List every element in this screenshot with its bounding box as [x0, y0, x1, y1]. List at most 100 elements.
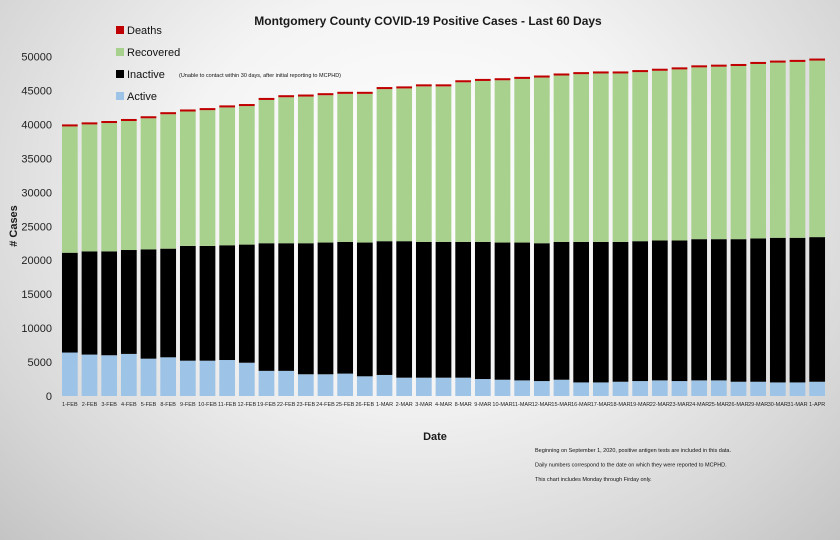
bar-recovered: [553, 75, 570, 242]
bar-deaths: [809, 58, 826, 61]
x-tick-label: 1-FEB: [62, 402, 78, 408]
bars: [61, 58, 826, 396]
bar-deaths: [61, 124, 78, 127]
x-tick-label: 5-FEB: [141, 402, 157, 408]
bar-active: [337, 373, 354, 396]
x-tick-label: 25-MAR: [709, 402, 729, 408]
legend-swatch-recovered: [116, 48, 124, 56]
bar-recovered: [455, 82, 472, 242]
bar-deaths: [671, 67, 688, 70]
bar-inactive: [219, 245, 236, 361]
x-axis-title: Date: [423, 431, 447, 443]
bar-deaths: [494, 78, 511, 81]
bar-deaths: [219, 105, 236, 108]
x-tick-label: 26-MAR: [728, 402, 748, 408]
bar-deaths: [120, 118, 137, 122]
x-tick-label: 24-MAR: [689, 402, 709, 408]
bar-recovered: [691, 67, 708, 240]
bar-deaths: [632, 70, 649, 73]
bar-recovered: [789, 61, 806, 238]
bar-recovered: [337, 93, 354, 242]
y-axis: 0 5000 10000 15000 20000 25000 30000 35000 40000…: [21, 52, 52, 404]
bar-inactive: [710, 239, 727, 381]
bar-active: [632, 381, 649, 396]
bar-inactive: [140, 249, 157, 359]
bar-inactive: [120, 250, 137, 354]
x-tick-label: 23-MAR: [669, 402, 689, 408]
x-tick-label: 3-MAR: [415, 402, 432, 408]
legend-label-inactive: Inactive: [127, 69, 165, 81]
bar-inactive: [61, 252, 78, 353]
legend-label-recovered: Recovered: [127, 47, 180, 59]
bar-deaths: [553, 73, 570, 76]
chart-title: Montgomery County COVID-19 Positive Case…: [254, 14, 602, 28]
bar-active: [160, 357, 177, 396]
bar-inactive: [297, 243, 314, 375]
bar-active: [769, 382, 786, 396]
bar-deaths: [514, 76, 531, 79]
bar-inactive: [278, 243, 295, 371]
x-tick-label: 15-MAR: [551, 402, 571, 408]
chart-notes: Beginning on September 1, 2020, positive…: [535, 448, 731, 483]
bar-active: [317, 374, 334, 396]
bar-recovered: [61, 126, 78, 253]
bar-recovered: [533, 77, 550, 244]
bar-inactive: [179, 245, 196, 361]
bar-recovered: [101, 123, 118, 252]
bar-active: [710, 380, 727, 396]
bar-recovered: [140, 118, 157, 250]
bar-active: [651, 380, 668, 396]
bar-inactive: [809, 237, 826, 382]
bar-active: [435, 377, 452, 396]
legend: Deaths Recovered Inactive (Unable to contac…: [116, 25, 341, 103]
legend-swatch-deaths: [116, 26, 124, 34]
bar-inactive: [455, 241, 472, 378]
bar-inactive: [553, 241, 570, 380]
bar-inactive: [730, 239, 747, 382]
bar-deaths: [435, 84, 452, 87]
bar-inactive: [769, 237, 786, 383]
bar-deaths: [789, 59, 806, 62]
bar-inactive: [671, 240, 688, 382]
bar-deaths: [750, 61, 767, 64]
x-tick-label: 29-MAR: [748, 402, 768, 408]
bar-recovered: [199, 110, 216, 246]
bar-inactive: [415, 241, 432, 378]
x-tick-label: 8-FEB: [160, 402, 176, 408]
bar-deaths: [396, 86, 413, 89]
bar-recovered: [179, 111, 196, 246]
bar-inactive: [81, 251, 98, 355]
x-tick-label: 4-MAR: [435, 402, 452, 408]
bar-active: [396, 377, 413, 396]
y-tick-label: 30000: [21, 187, 52, 199]
bar-deaths: [415, 84, 432, 87]
y-tick-label: 5000: [28, 357, 52, 369]
bar-inactive: [533, 243, 550, 382]
bar-inactive: [376, 241, 393, 375]
bar-recovered: [219, 107, 236, 246]
bar-recovered: [81, 124, 98, 252]
bar-recovered: [356, 93, 373, 243]
bar-inactive: [691, 239, 708, 381]
bar-recovered: [573, 74, 590, 242]
bar-active: [199, 360, 216, 396]
bar-deaths: [258, 97, 275, 100]
x-tick-label: 2-MAR: [396, 402, 413, 408]
x-tick-label: 4-FEB: [121, 402, 137, 408]
bar-inactive: [651, 240, 668, 381]
bar-deaths: [140, 116, 157, 119]
x-tick-label: 17-MAR: [591, 402, 611, 408]
chart-note: This chart includes Monday through Firda…: [535, 477, 652, 483]
x-tick-label: 12-MAR: [532, 402, 552, 408]
x-tick-label: 11-MAR: [512, 402, 532, 408]
bar-active: [553, 379, 570, 396]
x-tick-label: 9-MAR: [474, 402, 491, 408]
x-tick-label: 3-FEB: [101, 402, 117, 408]
y-tick-label: 0: [46, 391, 52, 403]
x-tick-label: 8-MAR: [455, 402, 472, 408]
y-axis-title: # Cases: [8, 205, 20, 247]
chart-note: Daily numbers correspond to the date on …: [535, 463, 727, 469]
bar-deaths: [376, 87, 393, 90]
bar-recovered: [612, 73, 629, 242]
